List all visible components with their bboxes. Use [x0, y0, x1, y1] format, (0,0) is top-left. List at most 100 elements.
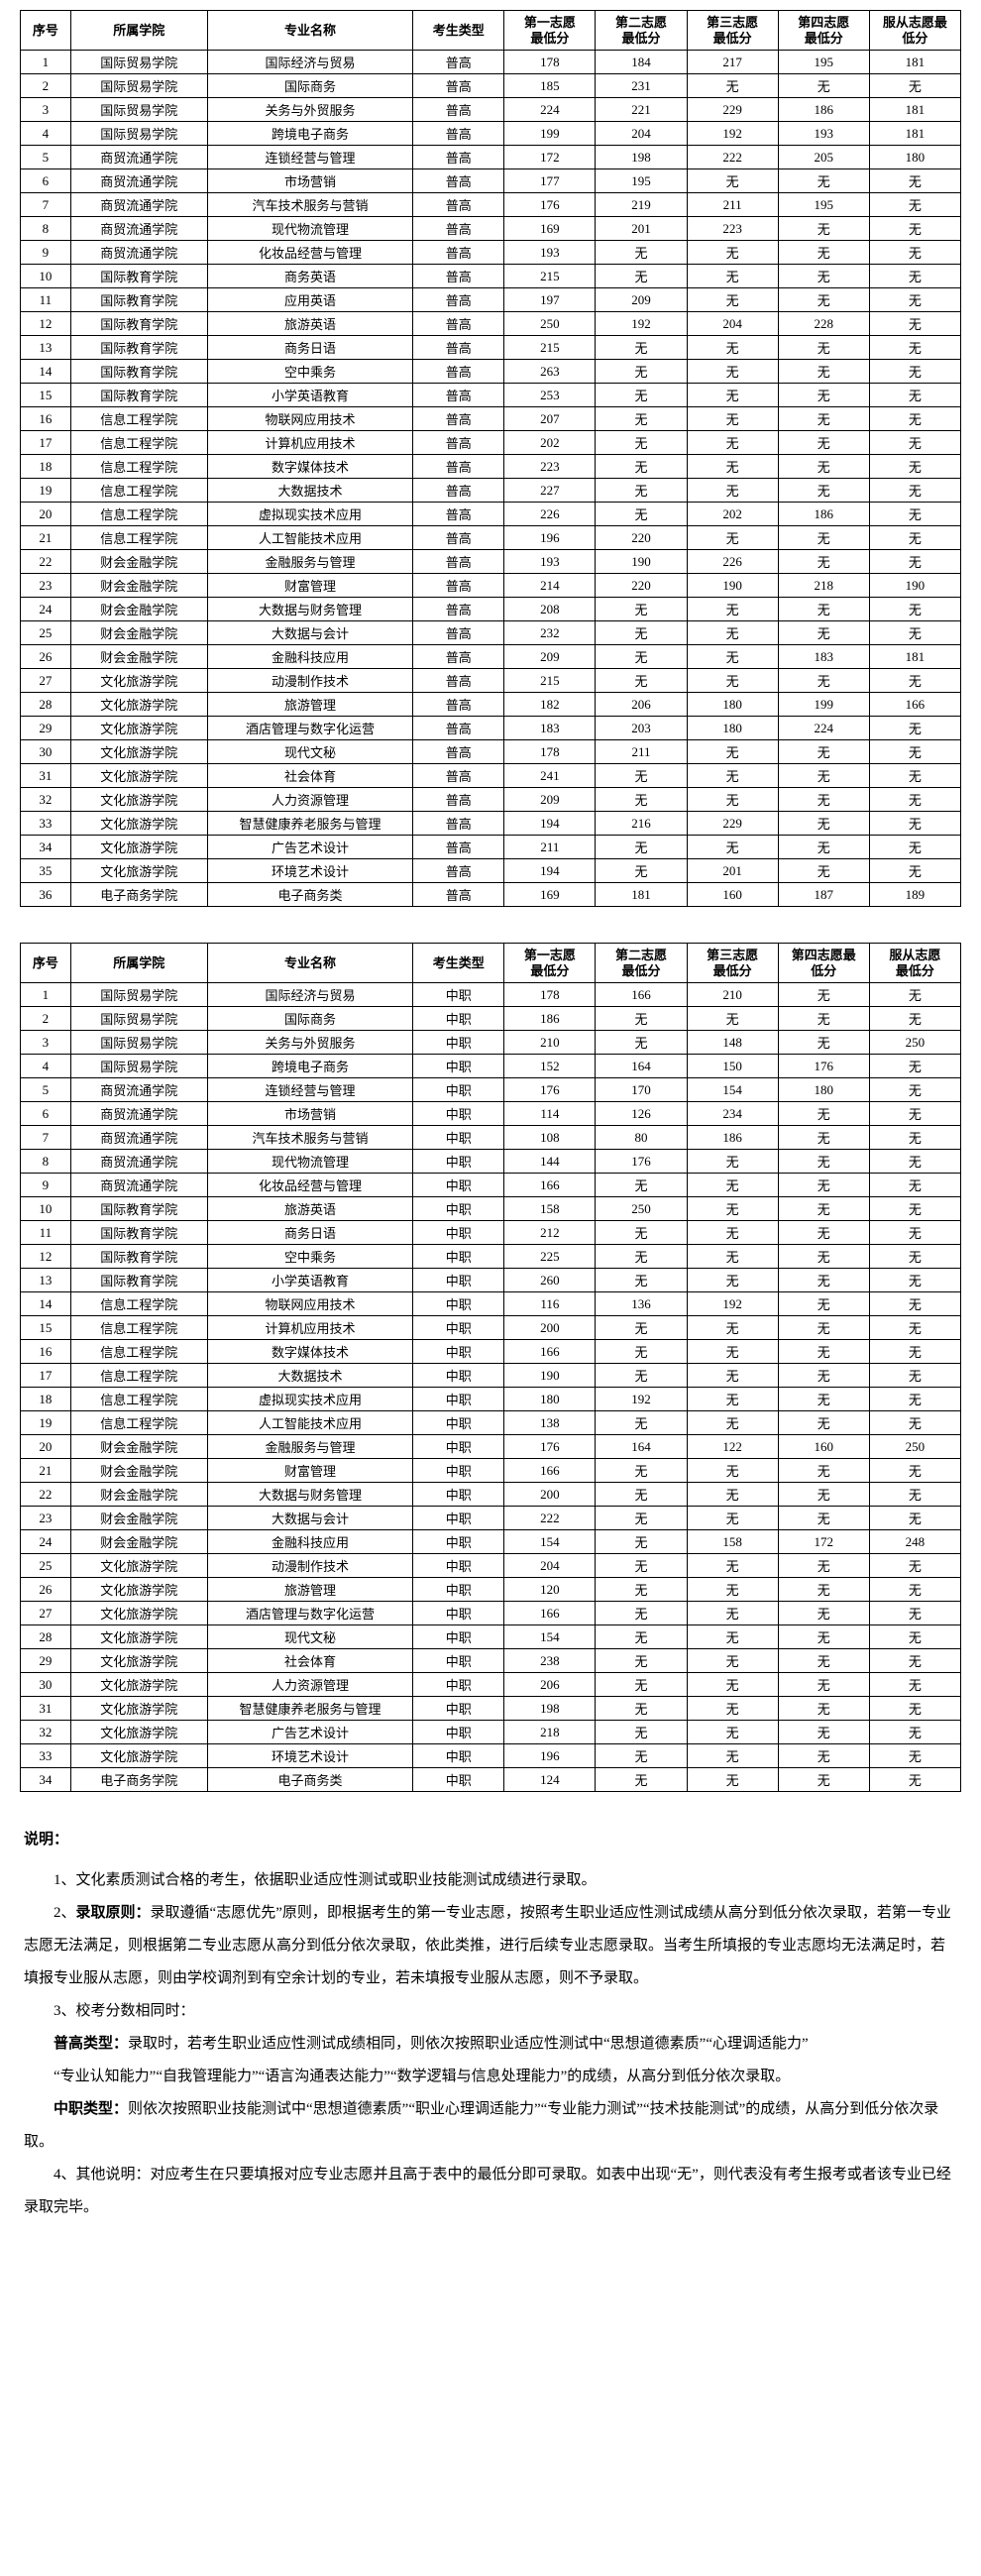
- table-cell: 普高: [413, 241, 504, 265]
- table-cell: 社会体育: [207, 1649, 412, 1673]
- table-cell: 无: [596, 407, 687, 431]
- table-cell: 231: [596, 74, 687, 98]
- table-cell: 无: [596, 1744, 687, 1768]
- table-row: 19信息工程学院大数据技术普高227无无无无: [21, 479, 961, 503]
- table-cell: 无: [687, 1697, 778, 1721]
- table-row: 9商贸流通学院化妆品经营与管理普高193无无无无: [21, 241, 961, 265]
- table-cell: 无: [687, 479, 778, 503]
- table-cell: 中职: [413, 1578, 504, 1602]
- table-cell: 7: [21, 193, 71, 217]
- table-cell: 中职: [413, 1649, 504, 1673]
- table-cell: 无: [778, 1340, 869, 1364]
- table-cell: 21: [21, 1459, 71, 1483]
- table-cell: 无: [778, 1507, 869, 1530]
- table-cell: 184: [596, 51, 687, 74]
- table-cell: 中职: [413, 1102, 504, 1126]
- table-cell: 200: [504, 1316, 596, 1340]
- table-cell: 空中乘务: [207, 360, 412, 384]
- table-cell: 无: [778, 74, 869, 98]
- table-cell: 信息工程学院: [70, 407, 207, 431]
- table-cell: 无: [869, 550, 960, 574]
- table-cell: 241: [504, 764, 596, 788]
- table-cell: 183: [778, 645, 869, 669]
- table-cell: 无: [596, 1768, 687, 1792]
- table-cell: 市场营销: [207, 169, 412, 193]
- table-cell: 普高: [413, 550, 504, 574]
- table-cell: 229: [687, 98, 778, 122]
- table-cell: 无: [869, 836, 960, 859]
- table-cell: 198: [596, 146, 687, 169]
- table-header-row: 序号 所属学院 专业名称 考生类型 第一志愿最低分 第二志愿最低分 第三志愿最低…: [21, 944, 961, 983]
- table-cell: 中职: [413, 1388, 504, 1411]
- table-cell: 普高: [413, 693, 504, 717]
- table-cell: 连锁经营与管理: [207, 146, 412, 169]
- table-cell: 无: [596, 431, 687, 455]
- table-cell: 80: [596, 1126, 687, 1150]
- table-cell: 6: [21, 1102, 71, 1126]
- table-cell: 32: [21, 1721, 71, 1744]
- table-cell: 无: [869, 336, 960, 360]
- table-cell: 189: [869, 883, 960, 907]
- table-cell: 无: [596, 621, 687, 645]
- table-cell: 电子商务类: [207, 1768, 412, 1792]
- table-cell: 209: [504, 788, 596, 812]
- table-cell: 中职: [413, 1221, 504, 1245]
- col-v2: 第二志愿最低分: [596, 11, 687, 51]
- table-cell: 无: [869, 193, 960, 217]
- table-cell: 智慧健康养老服务与管理: [207, 1697, 412, 1721]
- table-row: 14信息工程学院物联网应用技术中职116136192无无: [21, 1292, 961, 1316]
- table-cell: 178: [504, 51, 596, 74]
- table-cell: 无: [596, 265, 687, 288]
- table-cell: 无: [869, 1388, 960, 1411]
- table-cell: 普高: [413, 717, 504, 740]
- note-2: 2、录取原则：录取遵循“志愿优先”原则，即根据考生的第一专业志愿，按照考生职业适…: [24, 1897, 957, 1995]
- table-cell: 无: [687, 1245, 778, 1269]
- table-cell: 无: [778, 1292, 869, 1316]
- table-cell: 国际教育学院: [70, 1269, 207, 1292]
- table-cell: 220: [596, 526, 687, 550]
- table-cell: 206: [504, 1673, 596, 1697]
- table-cell: 无: [596, 1721, 687, 1744]
- table-cell: 虚拟现实技术应用: [207, 503, 412, 526]
- table-cell: 25: [21, 621, 71, 645]
- table-cell: 中职: [413, 1554, 504, 1578]
- table-cell: 文化旅游学院: [70, 693, 207, 717]
- table-cell: 11: [21, 1221, 71, 1245]
- table-cell: 无: [687, 788, 778, 812]
- table-cell: 商贸流通学院: [70, 1102, 207, 1126]
- table-cell: 250: [869, 1435, 960, 1459]
- table-cell: 中职: [413, 1697, 504, 1721]
- table-row: 11国际教育学院应用英语普高197209无无无: [21, 288, 961, 312]
- table-cell: 14: [21, 360, 71, 384]
- table-cell: 中职: [413, 1673, 504, 1697]
- table-cell: 无: [596, 669, 687, 693]
- table-cell: 211: [687, 193, 778, 217]
- table-row: 26文化旅游学院旅游管理中职120无无无无: [21, 1578, 961, 1602]
- table-cell: 无: [687, 1507, 778, 1530]
- table-cell: 164: [596, 1055, 687, 1078]
- table-cell: 27: [21, 669, 71, 693]
- table-cell: 文化旅游学院: [70, 812, 207, 836]
- table-cell: 无: [596, 384, 687, 407]
- table-cell: 文化旅游学院: [70, 1554, 207, 1578]
- table-cell: 4: [21, 122, 71, 146]
- table-row: 24财会金融学院大数据与财务管理普高208无无无无: [21, 598, 961, 621]
- table-cell: 无: [687, 360, 778, 384]
- note-5: “专业认知能力”“自我管理能力”“语言沟通表达能力”“数学逻辑与信息处理能力”的…: [24, 2061, 957, 2093]
- table-cell: 无: [687, 598, 778, 621]
- table-cell: 226: [504, 503, 596, 526]
- table-cell: 无: [778, 1150, 869, 1174]
- table-cell: 无: [778, 812, 869, 836]
- table-cell: 无: [687, 1673, 778, 1697]
- table-cell: 国际商务: [207, 74, 412, 98]
- table-cell: 普高: [413, 360, 504, 384]
- table-cell: 普高: [413, 836, 504, 859]
- table-cell: 3: [21, 98, 71, 122]
- table-cell: 197: [504, 288, 596, 312]
- table-cell: 财会金融学院: [70, 645, 207, 669]
- table-cell: 无: [778, 1483, 869, 1507]
- table-row: 27文化旅游学院动漫制作技术普高215无无无无: [21, 669, 961, 693]
- table-cell: 182: [504, 693, 596, 717]
- table-cell: 218: [504, 1721, 596, 1744]
- table-cell: 30: [21, 1673, 71, 1697]
